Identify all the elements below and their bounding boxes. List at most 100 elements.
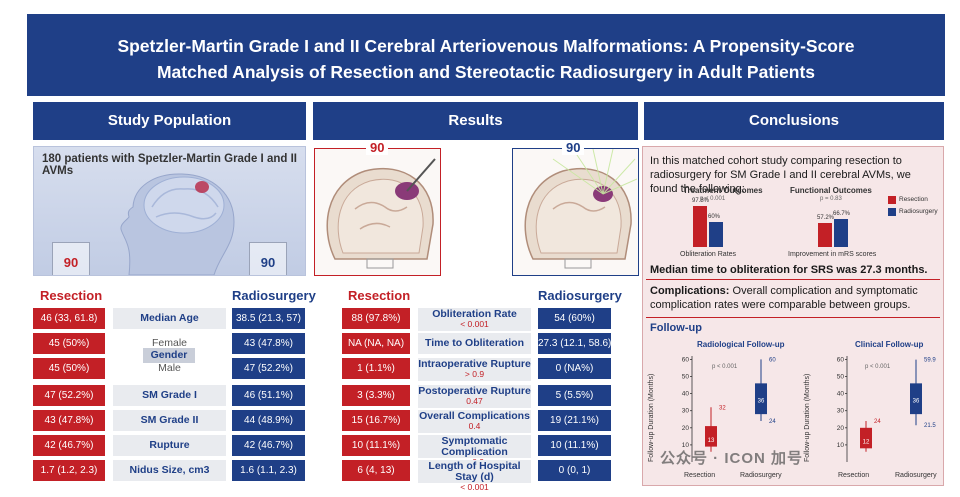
left-resection-heading: Resection bbox=[40, 288, 103, 303]
left-resection-cell: 46 (33, 61.8) bbox=[33, 308, 105, 329]
y-tick-label: 20 bbox=[682, 425, 690, 432]
section-header-conclusions: Conclusions bbox=[644, 102, 944, 140]
radiological-x2: Radiosurgery bbox=[740, 472, 782, 479]
left-row-label: Male bbox=[158, 362, 181, 374]
srs-brain-image bbox=[512, 148, 639, 276]
srs-max-label: 60 bbox=[769, 357, 776, 363]
followup-title: Follow-up bbox=[650, 322, 702, 334]
head-silhouette-illustration bbox=[120, 173, 235, 275]
srs-brain-illustration bbox=[524, 148, 638, 269]
median-time-statement: Median time to obliteration for SRS was … bbox=[650, 264, 928, 276]
srs-box bbox=[910, 383, 922, 415]
conclusions-intro: In this matched cohort study comparing r… bbox=[650, 155, 911, 195]
srs-min-label: 24 bbox=[769, 419, 776, 425]
y-tick-label: 50 bbox=[837, 374, 845, 381]
left-srs-cell: 1.6 (1.1, 2.3) bbox=[232, 460, 305, 481]
results-p-value: < 0.001 bbox=[460, 482, 489, 492]
resection-brain-image bbox=[314, 148, 441, 276]
resection-box bbox=[860, 427, 872, 449]
functional-bar-srs bbox=[834, 218, 848, 247]
results-label-text: Obliteration Rate bbox=[432, 308, 517, 320]
y-tick-label: 10 bbox=[682, 442, 690, 449]
results-row-label: Intraoperative Rupture > 0.9 bbox=[418, 358, 531, 381]
y-tick-label: 50 bbox=[682, 374, 690, 381]
resection-max-label: 24 bbox=[874, 419, 881, 425]
results-label-text: Length of Hospital Stay (d) bbox=[428, 460, 521, 483]
divider-2 bbox=[646, 317, 940, 318]
complications-head: Complications: bbox=[650, 285, 730, 297]
legend-resection-swatch bbox=[888, 196, 896, 204]
functional-bar-resection bbox=[818, 222, 832, 247]
functional-title: Functional Outcomes bbox=[790, 186, 872, 195]
treatment-title: Treatment Outcomes bbox=[683, 186, 763, 195]
treatment-p: p < 0.001 bbox=[700, 196, 726, 202]
results-label-text: Postoperative Rupture bbox=[418, 385, 531, 397]
title-bar: Spetzler-Martin Grade I and II Cerebral … bbox=[27, 14, 945, 96]
treatment-value-srs: 60% bbox=[708, 213, 721, 220]
results-srs-cell: 0 (NA%) bbox=[538, 358, 611, 379]
title-line-1: Spetzler-Martin Grade I and II Cerebral … bbox=[117, 36, 855, 56]
left-row-label: Median Age bbox=[113, 308, 226, 329]
clinical-ylabel: Follow-up Duration (Months) bbox=[804, 373, 811, 462]
y-tick-label: 20 bbox=[837, 425, 845, 432]
results-srs-cell: 5 (5.5%) bbox=[538, 385, 611, 406]
resection-image-count: 90 bbox=[366, 140, 389, 155]
clinical-p: p < 0.001 bbox=[865, 364, 891, 370]
resection-max-label: 32 bbox=[719, 405, 726, 411]
population-panel: 180 patients with Spetzler-Martin Grade … bbox=[33, 146, 306, 276]
clinical-x2: Radiosurgery bbox=[895, 472, 937, 479]
left-resection-cell: 43 (47.8%) bbox=[33, 410, 105, 431]
left-resection-cell: 42 (46.7%) bbox=[33, 435, 105, 456]
resection-brain-illustration bbox=[326, 158, 436, 269]
left-srs-cell: 43 (47.8%) bbox=[232, 333, 305, 354]
results-srs-cell: 19 (21.1%) bbox=[538, 410, 611, 431]
title-line-2: Matched Analysis of Resection and Stereo… bbox=[156, 62, 816, 82]
y-tick-label: 30 bbox=[682, 408, 690, 415]
treatment-bar-resection bbox=[693, 205, 707, 247]
srs-median-label: 36 bbox=[913, 398, 920, 404]
population-resection-box: 90 bbox=[52, 242, 90, 275]
radiological-title: Radiological Follow-up bbox=[697, 340, 785, 349]
results-resection-cell: 6 (4, 13) bbox=[342, 460, 410, 481]
results-p-value: 0.4 bbox=[468, 421, 481, 431]
left-srs-heading: Radiosurgery bbox=[232, 288, 316, 303]
population-srs-box: 90 bbox=[249, 242, 287, 275]
results-srs-cell: 54 (60%) bbox=[538, 308, 611, 329]
left-srs-cell: 46 (51.1%) bbox=[232, 385, 305, 406]
resection-median-label: 13 bbox=[708, 438, 715, 444]
results-resection-heading: Resection bbox=[348, 288, 411, 303]
radiological-ylabel: Follow-up Duration (Months) bbox=[648, 373, 655, 462]
complications-statement: Complications: Overall complication and … bbox=[650, 284, 938, 312]
left-row-label: SM Grade I bbox=[113, 385, 226, 406]
functional-p: p = 0.83 bbox=[820, 196, 842, 202]
results-p-value: < 0.001 bbox=[460, 319, 489, 329]
divider-1 bbox=[646, 279, 940, 280]
y-tick-label: 10 bbox=[837, 442, 845, 449]
resection-box bbox=[705, 426, 717, 447]
results-label-text: Symptomatic Complication bbox=[441, 435, 508, 458]
resection-median-label: 12 bbox=[863, 439, 870, 445]
treatment-value-resection: 97.8% bbox=[692, 197, 710, 204]
results-row-label: Obliteration Rate < 0.001 bbox=[418, 308, 531, 331]
functional-xlabel: Improvement in mRS scores bbox=[788, 251, 877, 258]
left-resection-cell: 45 (50%) bbox=[33, 358, 105, 379]
radiological-boxplot: 60 50 40 30 20 10 32 13 60 24 36 bbox=[682, 356, 776, 462]
watermark: 公众号 · ICON 加号 bbox=[660, 450, 803, 467]
left-row-label: Nidus Size, cm3 bbox=[113, 460, 226, 481]
radiological-x1: Resection bbox=[684, 472, 716, 479]
treatment-xlabel: Obliteration Rates bbox=[680, 251, 737, 258]
results-label-text: Overall Complications bbox=[419, 410, 530, 422]
results-srs-cell: 0 (0, 1) bbox=[538, 460, 611, 481]
results-row-label: Postoperative Rupture 0.47 bbox=[418, 385, 531, 408]
left-srs-cell: 38.5 (21.3, 57) bbox=[232, 308, 305, 329]
complications-text: Overall complication and symptomatic com… bbox=[650, 285, 918, 311]
srs-image-count: 90 bbox=[562, 140, 585, 155]
srs-box bbox=[755, 383, 767, 415]
left-row-label: Female bbox=[151, 337, 187, 349]
results-resection-cell: 3 (3.3%) bbox=[342, 385, 410, 406]
treatment-bar-srs bbox=[709, 221, 723, 247]
y-tick-label: 60 bbox=[837, 356, 845, 363]
results-resection-cell: 10 (11.1%) bbox=[342, 435, 410, 456]
left-srs-cell: 47 (52.2%) bbox=[232, 358, 305, 379]
left-resection-cell: 47 (52.2%) bbox=[33, 385, 105, 406]
